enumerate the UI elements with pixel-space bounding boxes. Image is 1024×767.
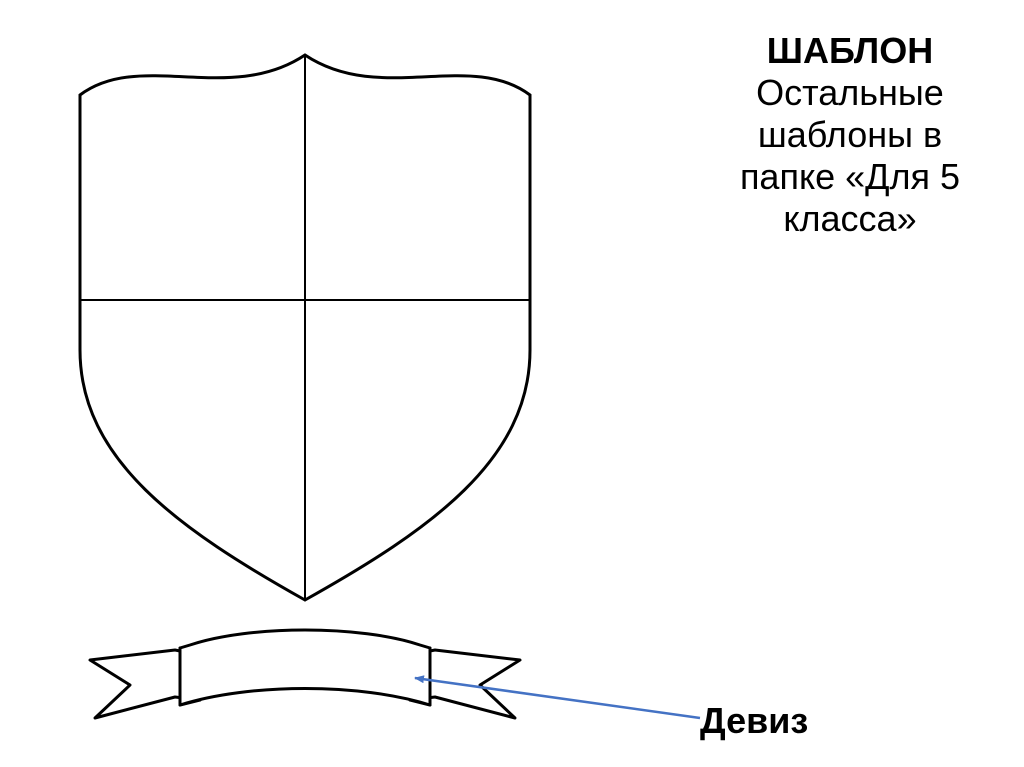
info-title: ШАБЛОН bbox=[700, 30, 1000, 72]
ribbon-center bbox=[180, 630, 430, 705]
motto-label: Девиз bbox=[700, 700, 900, 742]
info-text-block: ШАБЛОН Остальные шаблоны в папке «Для 5 … bbox=[700, 30, 1000, 240]
info-body-line-3: класса» bbox=[700, 198, 1000, 240]
ribbon-group bbox=[90, 630, 520, 718]
info-body-line-2: папке «Для 5 bbox=[700, 156, 1000, 198]
info-body-line-0: Остальные bbox=[700, 72, 1000, 114]
info-body-line-1: шаблоны в bbox=[700, 114, 1000, 156]
shield-group bbox=[80, 55, 530, 600]
motto-label-text: Девиз bbox=[700, 700, 808, 741]
